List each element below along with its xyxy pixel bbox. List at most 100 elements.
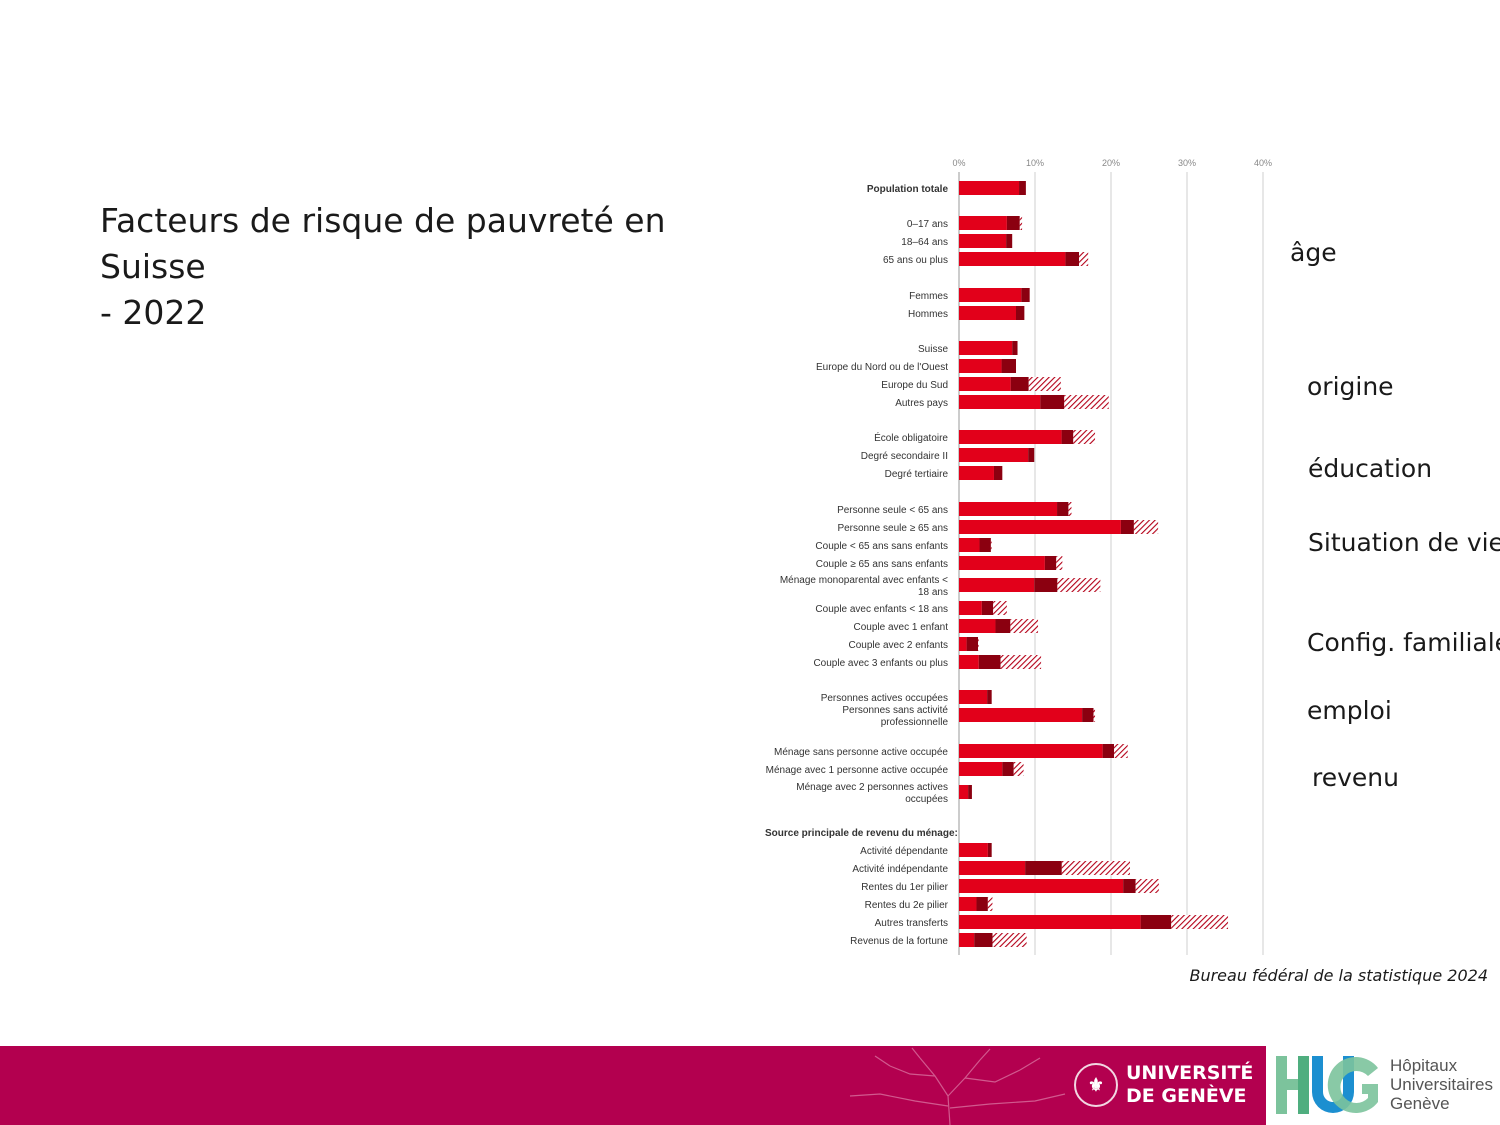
- bar-main: [959, 502, 1058, 516]
- row-label: Autres transferts: [875, 918, 948, 929]
- bar-ci-dark: [1040, 395, 1065, 409]
- hug-logo-area: Hôpitaux Universitaires Genève: [1266, 1046, 1500, 1125]
- unige-line1: UNIVERSITÉ: [1126, 1062, 1254, 1084]
- bar-main: [959, 216, 1007, 230]
- bar-ci-hatch: [1056, 556, 1063, 570]
- row-label: Source principale de revenu du ménage:: [765, 828, 958, 839]
- x-tick-label: 40%: [1254, 158, 1272, 168]
- bar-ci-dark: [1025, 861, 1062, 875]
- bar-ci-dark: [1019, 181, 1026, 195]
- bar-ci-dark: [1001, 359, 1016, 373]
- bar-main: [959, 897, 977, 911]
- hug-logo-icon: [1276, 1056, 1378, 1114]
- row-label: Revenus de la fortune: [850, 936, 948, 947]
- chart-bars: [959, 181, 1229, 947]
- bar-ci-hatch: [990, 538, 992, 552]
- row-label: Rentes du 1er pilier: [861, 882, 948, 893]
- bar-ci-dark: [1034, 578, 1058, 592]
- row-label: Femmes: [909, 291, 948, 302]
- bar-ci-dark: [993, 466, 1003, 480]
- row-label: Suisse: [918, 344, 948, 355]
- bar-ci-hatch: [1019, 216, 1023, 230]
- hug-line1: Hôpitaux: [1390, 1056, 1458, 1075]
- bar-ci-dark: [1012, 341, 1018, 355]
- bar-main: [959, 234, 1007, 248]
- row-label: Couple avec 2 enfants: [848, 640, 948, 651]
- category-label-age: âge: [1290, 238, 1337, 267]
- bar-main: [959, 637, 967, 651]
- bar-main: [959, 395, 1041, 409]
- x-axis-ticks: 0% 10% 20% 30% 40%: [952, 158, 1272, 168]
- bar-ci-hatch: [1010, 619, 1039, 633]
- bar-ci-dark: [1010, 377, 1029, 391]
- row-label: Degré secondaire II: [861, 451, 948, 462]
- bar-main: [959, 601, 982, 615]
- bar-ci-dark: [1028, 448, 1035, 462]
- bar-ci-hatch: [1028, 377, 1061, 391]
- x-tick-label: 0%: [952, 158, 965, 168]
- row-label: Hommes: [908, 309, 948, 320]
- row-label: Population totale: [867, 184, 949, 195]
- bar-ci-hatch: [1013, 762, 1024, 776]
- bar-ci-dark: [966, 637, 978, 651]
- bar-ci-hatch: [1057, 578, 1101, 592]
- bar-main: [959, 181, 1020, 195]
- bar-ci-dark: [974, 933, 993, 947]
- row-label: Personnes actives occupées: [821, 693, 948, 704]
- bar-main: [959, 448, 1029, 462]
- bar-ci-hatch: [1079, 252, 1089, 266]
- row-label: Couple avec 1 enfant: [853, 622, 948, 633]
- bar-main: [959, 785, 969, 799]
- bar-ci-hatch: [1073, 430, 1096, 444]
- category-label-situation-de-vie: Situation de vie: [1308, 528, 1500, 557]
- bar-ci-hatch: [1093, 708, 1096, 722]
- bar-main: [959, 655, 979, 669]
- bar-main: [959, 708, 1083, 722]
- bar-ci-dark: [1044, 556, 1057, 570]
- bar-main: [959, 861, 1026, 875]
- row-label: Ménage monoparental avec enfants <18 ans: [780, 575, 948, 598]
- row-label: 18–64 ans: [901, 237, 948, 248]
- bar-main: [959, 578, 1035, 592]
- bar-ci-hatch: [1064, 395, 1109, 409]
- bar-ci-dark: [1061, 430, 1074, 444]
- bar-ci-dark: [1120, 520, 1134, 534]
- row-label: Personne seule ≥ 65 ans: [837, 523, 948, 534]
- row-label: Personnes sans activité professionnelle: [842, 705, 948, 728]
- row-label: Europe du Sud: [881, 380, 948, 391]
- bar-ci-hatch: [978, 637, 979, 651]
- bar-main: [959, 306, 1016, 320]
- bar-ci-dark: [1021, 288, 1030, 302]
- slide-title-line1: Facteurs de risque de pauvreté en Suisse: [100, 201, 666, 286]
- row-labels: Population totale 0–17 ans 18–64 ans 65 ans…: [765, 184, 958, 947]
- row-label: Degré tertiaire: [885, 469, 949, 480]
- row-label: Ménage sans personne active occupée: [774, 747, 948, 758]
- category-label-emploi: emploi: [1307, 696, 1392, 725]
- bar-ci-hatch: [1135, 879, 1159, 893]
- bar-ci-hatch: [1061, 861, 1130, 875]
- slide-title: Facteurs de risque de pauvreté en Suisse…: [100, 198, 760, 336]
- bar-ci-dark: [995, 619, 1011, 633]
- row-label: Europe du Nord ou de l'Ouest: [816, 362, 948, 373]
- slide-title-line2: - 2022: [100, 293, 207, 332]
- category-label-config-familiale: Config. familiale: [1307, 628, 1500, 657]
- bar-main: [959, 762, 1003, 776]
- bar-main: [959, 843, 988, 857]
- bar-ci-dark: [1016, 306, 1025, 320]
- bar-main: [959, 341, 1013, 355]
- bar-main: [959, 744, 1103, 758]
- bar-ci-hatch: [992, 933, 1027, 947]
- bar-ci-hatch: [1114, 744, 1128, 758]
- bar-main: [959, 619, 996, 633]
- row-label: 0–17 ans: [907, 219, 948, 230]
- x-tick-label: 10%: [1026, 158, 1044, 168]
- hug-line2: Universitaires: [1390, 1075, 1493, 1094]
- category-label-origine: origine: [1307, 372, 1394, 401]
- row-label: Couple < 65 ans sans enfants: [815, 541, 948, 552]
- unige-seal-icon: ⚜: [1074, 1063, 1118, 1107]
- tree-decoration: [849, 1047, 1066, 1125]
- row-label: 65 ans ou plus: [883, 255, 948, 266]
- bar-main: [959, 538, 980, 552]
- bar-ci-dark: [978, 655, 1001, 669]
- unige-logo: ⚜ UNIVERSITÉ DE GENÈVE: [1074, 1062, 1253, 1108]
